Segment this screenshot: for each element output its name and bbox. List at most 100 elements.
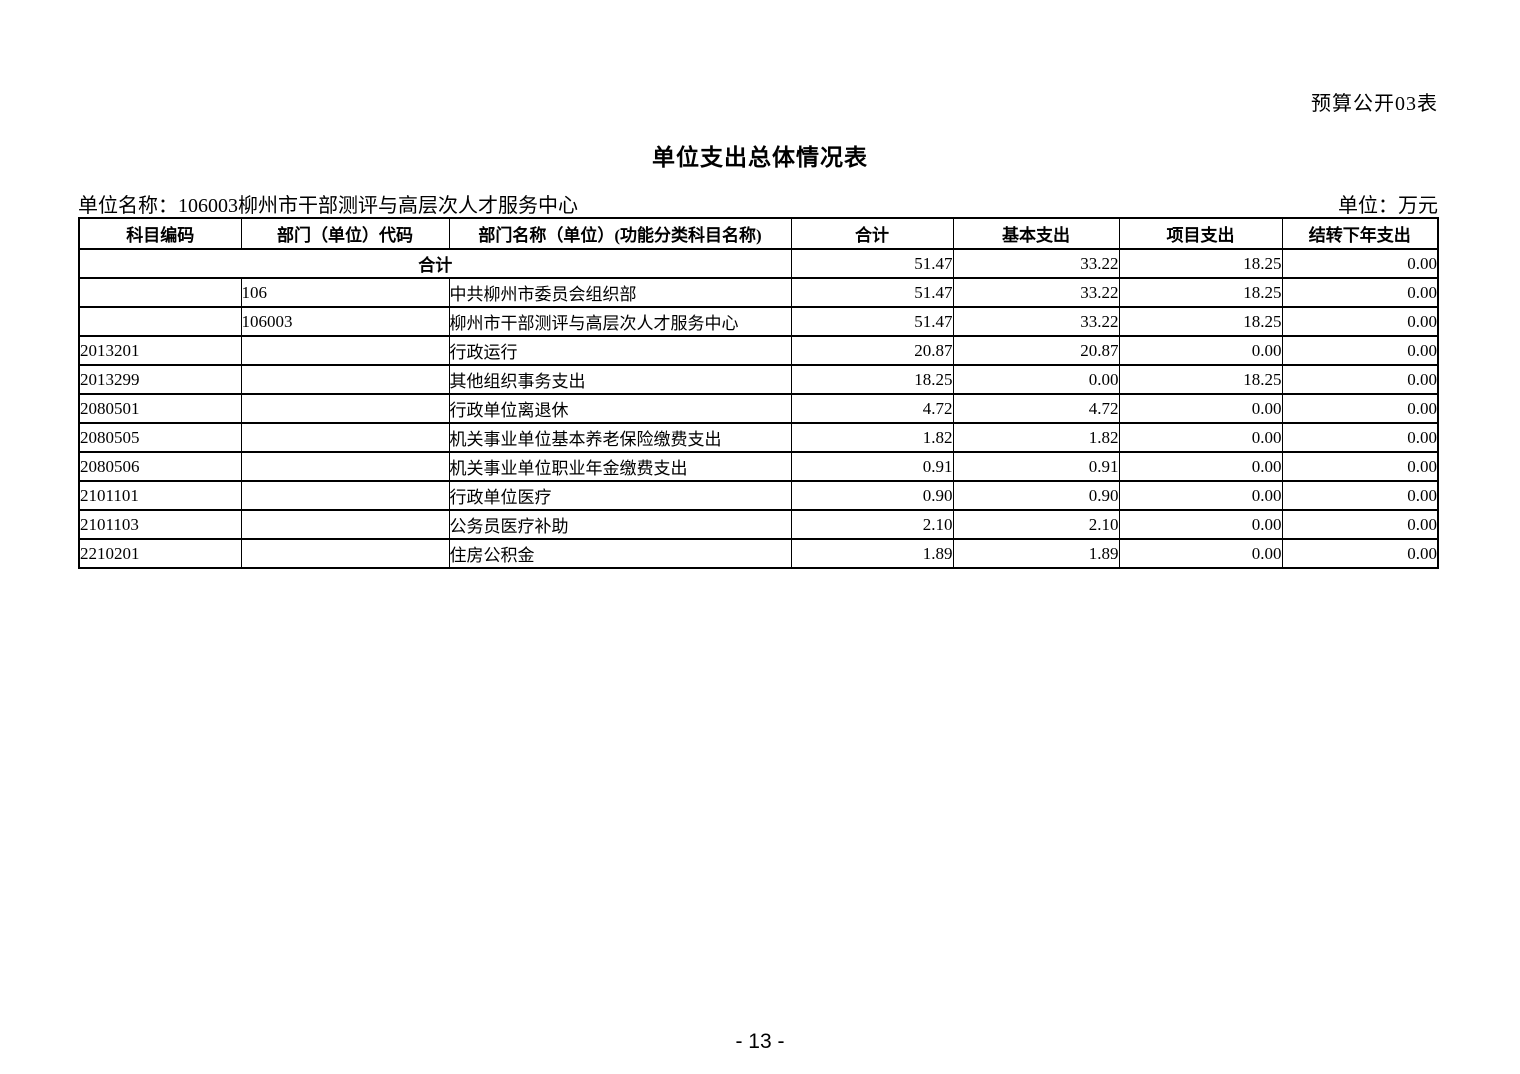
cell-carryover: 0.00 — [1281, 422, 1439, 453]
cell-carryover: 0.00 — [1281, 480, 1439, 511]
cell-project: 18.25 — [1118, 277, 1283, 308]
cell-total-label: 合计 — [78, 248, 792, 279]
cell-subject-code: 2101101 — [78, 480, 242, 511]
cell-subject-code: 2210201 — [78, 538, 242, 569]
cell-dept-name: 机关事业单位基本养老保险缴费支出 — [448, 422, 792, 453]
unit-name-label: 单位名称：106003柳州市干部测评与高层次人才服务中心 — [78, 195, 578, 217]
table-row: 2101101 行政单位医疗 0.90 0.90 0.00 0.00 — [78, 480, 1439, 511]
column-header-subject-code: 科目编码 — [78, 217, 242, 250]
cell-total: 51.47 — [790, 277, 954, 308]
column-header-carryover: 结转下年支出 — [1281, 217, 1439, 250]
cell-total: 51.47 — [790, 306, 954, 337]
cell-subject-code: 2080501 — [78, 393, 242, 424]
cell-subject-code: 2101103 — [78, 509, 242, 540]
cell-dept-name: 住房公积金 — [448, 538, 792, 569]
cell-carryover: 0.00 — [1281, 509, 1439, 540]
cell-carryover: 0.00 — [1281, 306, 1439, 337]
cell-total: 51.47 — [790, 248, 954, 279]
form-number-label: 预算公开03表 — [1311, 93, 1438, 115]
column-header-dept-name: 部门名称（单位）(功能分类科目名称) — [448, 217, 792, 250]
cell-dept-name: 行政单位离退休 — [448, 393, 792, 424]
cell-project: 0.00 — [1118, 538, 1283, 569]
cell-subject-code — [78, 306, 242, 337]
cell-total: 18.25 — [790, 364, 954, 395]
cell-dept-name: 行政单位医疗 — [448, 480, 792, 511]
table-total-row: 合计 51.47 33.22 18.25 0.00 — [78, 248, 1439, 279]
table-row: 2013201 行政运行 20.87 20.87 0.00 0.00 — [78, 335, 1439, 366]
cell-dept-name: 行政运行 — [448, 335, 792, 366]
cell-subject-code: 2080505 — [78, 422, 242, 453]
cell-basic: 0.91 — [952, 451, 1120, 482]
cell-dept-name: 其他组织事务支出 — [448, 364, 792, 395]
cell-total: 20.87 — [790, 335, 954, 366]
cell-project: 0.00 — [1118, 509, 1283, 540]
cell-dept-code — [240, 335, 450, 366]
cell-carryover: 0.00 — [1281, 248, 1439, 279]
table-row: 2210201 住房公积金 1.89 1.89 0.00 0.00 — [78, 538, 1439, 569]
info-line: 单位名称：106003柳州市干部测评与高层次人才服务中心 单位：万元 — [78, 189, 1438, 218]
cell-total: 1.82 — [790, 422, 954, 453]
cell-total: 2.10 — [790, 509, 954, 540]
column-header-total: 合计 — [790, 217, 954, 250]
table-row: 2080505 机关事业单位基本养老保险缴费支出 1.82 1.82 0.00 … — [78, 422, 1439, 453]
cell-dept-code — [240, 422, 450, 453]
cell-basic: 1.82 — [952, 422, 1120, 453]
cell-carryover: 0.00 — [1281, 277, 1439, 308]
cell-carryover: 0.00 — [1281, 364, 1439, 395]
table-row: 106003 柳州市干部测评与高层次人才服务中心 51.47 33.22 18.… — [78, 306, 1439, 337]
cell-carryover: 0.00 — [1281, 335, 1439, 366]
cell-carryover: 0.00 — [1281, 451, 1439, 482]
cell-dept-code: 106 — [240, 277, 450, 308]
cell-project: 0.00 — [1118, 480, 1283, 511]
column-header-basic: 基本支出 — [952, 217, 1120, 250]
cell-subject-code: 2080506 — [78, 451, 242, 482]
cell-project: 0.00 — [1118, 422, 1283, 453]
cell-dept-code — [240, 480, 450, 511]
cell-basic: 4.72 — [952, 393, 1120, 424]
cell-basic: 2.10 — [952, 509, 1120, 540]
cell-project: 0.00 — [1118, 393, 1283, 424]
cell-basic: 20.87 — [952, 335, 1120, 366]
cell-basic: 0.90 — [952, 480, 1120, 511]
cell-basic: 33.22 — [952, 277, 1120, 308]
page-number: - 13 - — [735, 1030, 785, 1053]
cell-dept-name: 机关事业单位职业年金缴费支出 — [448, 451, 792, 482]
cell-carryover: 0.00 — [1281, 393, 1439, 424]
cell-basic: 33.22 — [952, 306, 1120, 337]
table-row: 2013299 其他组织事务支出 18.25 0.00 18.25 0.00 — [78, 364, 1439, 395]
cell-subject-code: 2013201 — [78, 335, 242, 366]
cell-total: 0.91 — [790, 451, 954, 482]
expenditure-table: 科目编码 部门（单位）代码 部门名称（单位）(功能分类科目名称) 合计 基本支出… — [78, 217, 1439, 569]
cell-project: 18.25 — [1118, 364, 1283, 395]
cell-project: 18.25 — [1118, 306, 1283, 337]
table-row: 2080501 行政单位离退休 4.72 4.72 0.00 0.00 — [78, 393, 1439, 424]
table-row: 106 中共柳州市委员会组织部 51.47 33.22 18.25 0.00 — [78, 277, 1439, 308]
page-title: 单位支出总体情况表 — [652, 145, 868, 170]
table-row: 2101103 公务员医疗补助 2.10 2.10 0.00 0.00 — [78, 509, 1439, 540]
cell-dept-name: 公务员医疗补助 — [448, 509, 792, 540]
cell-project: 0.00 — [1118, 451, 1283, 482]
cell-total: 1.89 — [790, 538, 954, 569]
cell-dept-code — [240, 393, 450, 424]
table-header-row: 科目编码 部门（单位）代码 部门名称（单位）(功能分类科目名称) 合计 基本支出… — [78, 217, 1439, 250]
cell-dept-code: 106003 — [240, 306, 450, 337]
cell-basic: 0.00 — [952, 364, 1120, 395]
cell-total: 4.72 — [790, 393, 954, 424]
cell-basic: 33.22 — [952, 248, 1120, 279]
column-header-project: 项目支出 — [1118, 217, 1283, 250]
cell-project: 0.00 — [1118, 335, 1283, 366]
table-row: 2080506 机关事业单位职业年金缴费支出 0.91 0.91 0.00 0.… — [78, 451, 1439, 482]
cell-carryover: 0.00 — [1281, 538, 1439, 569]
table-wrapper: 科目编码 部门（单位）代码 部门名称（单位）(功能分类科目名称) 合计 基本支出… — [78, 217, 1439, 569]
cell-dept-name: 柳州市干部测评与高层次人才服务中心 — [448, 306, 792, 337]
cell-dept-name: 中共柳州市委员会组织部 — [448, 277, 792, 308]
cell-basic: 1.89 — [952, 538, 1120, 569]
cell-dept-code — [240, 509, 450, 540]
cell-dept-code — [240, 364, 450, 395]
cell-total: 0.90 — [790, 480, 954, 511]
cell-dept-code — [240, 451, 450, 482]
unit-measure-label: 单位：万元 — [1338, 195, 1438, 217]
cell-subject-code — [78, 277, 242, 308]
column-header-dept-code: 部门（单位）代码 — [240, 217, 450, 250]
